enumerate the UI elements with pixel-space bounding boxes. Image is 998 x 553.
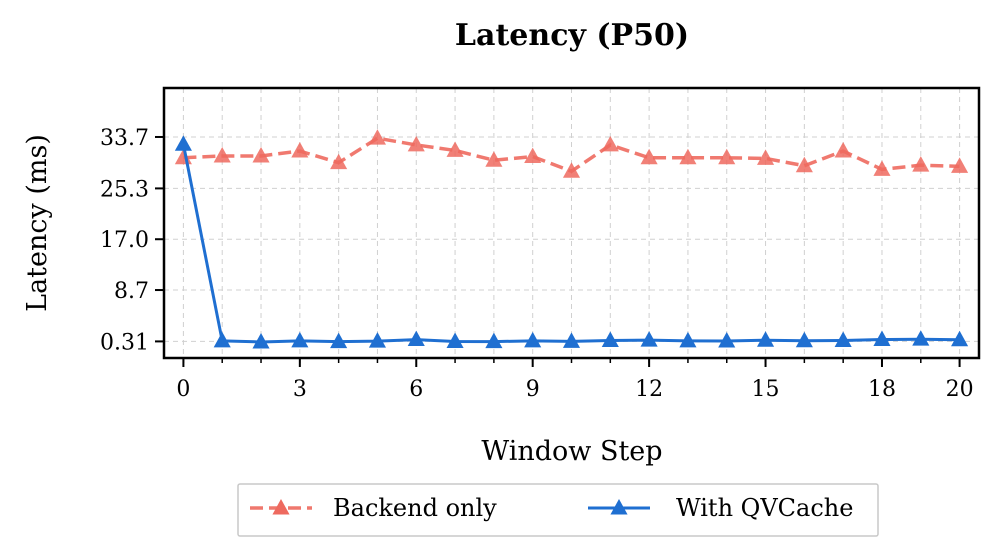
series-1-marker xyxy=(485,332,503,349)
series-1-marker xyxy=(213,331,231,348)
legend: Backend only With QVCache xyxy=(237,483,879,537)
series-0-marker xyxy=(252,146,270,163)
series-1-marker xyxy=(912,330,930,346)
y-tick-label: 17.0 xyxy=(100,228,149,253)
series-1-marker xyxy=(330,332,348,349)
x-tick-label: 3 xyxy=(293,377,307,402)
series-0-marker xyxy=(407,135,425,152)
x-tick-label: 9 xyxy=(526,377,540,402)
legend-label: With QVCache xyxy=(676,494,853,522)
legend-frame xyxy=(237,483,879,537)
series-0-marker xyxy=(756,149,775,165)
series-1-marker xyxy=(640,331,658,347)
x-tick-label: 18 xyxy=(868,377,896,402)
series-0-marker xyxy=(951,157,969,173)
series-1-marker xyxy=(873,330,891,346)
legend-label: Backend only xyxy=(333,494,497,522)
series-1-marker xyxy=(795,331,813,348)
series-1-marker xyxy=(368,332,387,348)
ticks: 0 3 6 9 12 15 18 20 0.31 8.7 17.0 25.3 33.7 xyxy=(100,126,974,402)
series-layer xyxy=(174,129,969,349)
series-0-marker xyxy=(368,129,387,145)
series-1-marker xyxy=(446,332,464,348)
legend-marker xyxy=(610,499,628,515)
series-0-marker xyxy=(718,148,736,165)
series-1-marker xyxy=(951,330,969,347)
series-0-marker xyxy=(679,148,697,165)
series-0-marker xyxy=(873,160,891,176)
y-tick-label: 33.7 xyxy=(100,126,149,151)
series-0-marker xyxy=(795,156,813,173)
series-1-marker xyxy=(291,331,309,348)
series-0-marker xyxy=(330,153,348,170)
grid xyxy=(164,88,979,358)
series-0-marker xyxy=(213,146,231,163)
x-tick-label: 12 xyxy=(635,377,663,402)
series-1-marker xyxy=(524,331,542,348)
series-0-marker xyxy=(912,156,930,172)
x-tick-label: 15 xyxy=(752,377,780,402)
series-0-marker xyxy=(640,148,658,165)
legend-marker xyxy=(272,499,290,515)
series-1-marker xyxy=(562,332,581,348)
series-1-marker xyxy=(834,331,852,348)
y-axis-label: Latency (ms) xyxy=(22,134,53,312)
series-0-marker xyxy=(834,142,852,158)
series-0-marker xyxy=(524,147,542,164)
chart-title: Latency (P50) xyxy=(455,18,689,53)
series-1-marker xyxy=(252,332,270,349)
series-1-marker xyxy=(407,330,425,347)
series-1-marker xyxy=(756,331,775,347)
series-0-marker xyxy=(291,142,309,158)
series-1-marker xyxy=(601,331,619,348)
x-tick-label: 0 xyxy=(176,377,190,402)
series-1-marker xyxy=(174,135,192,151)
y-tick-label: 25.3 xyxy=(100,177,149,202)
y-tick-label: 0.31 xyxy=(100,330,149,355)
x-axis-label: Window Step xyxy=(481,436,662,467)
series-0-marker xyxy=(601,135,619,152)
series-1-marker xyxy=(679,331,697,348)
x-tick-label: 20 xyxy=(946,377,974,402)
y-tick-label: 8.7 xyxy=(114,279,149,304)
series-0-marker xyxy=(562,162,581,178)
series-1-marker xyxy=(718,331,736,348)
series-0-marker xyxy=(485,151,503,167)
x-tick-label: 6 xyxy=(409,377,423,402)
series-0-marker xyxy=(446,141,464,157)
